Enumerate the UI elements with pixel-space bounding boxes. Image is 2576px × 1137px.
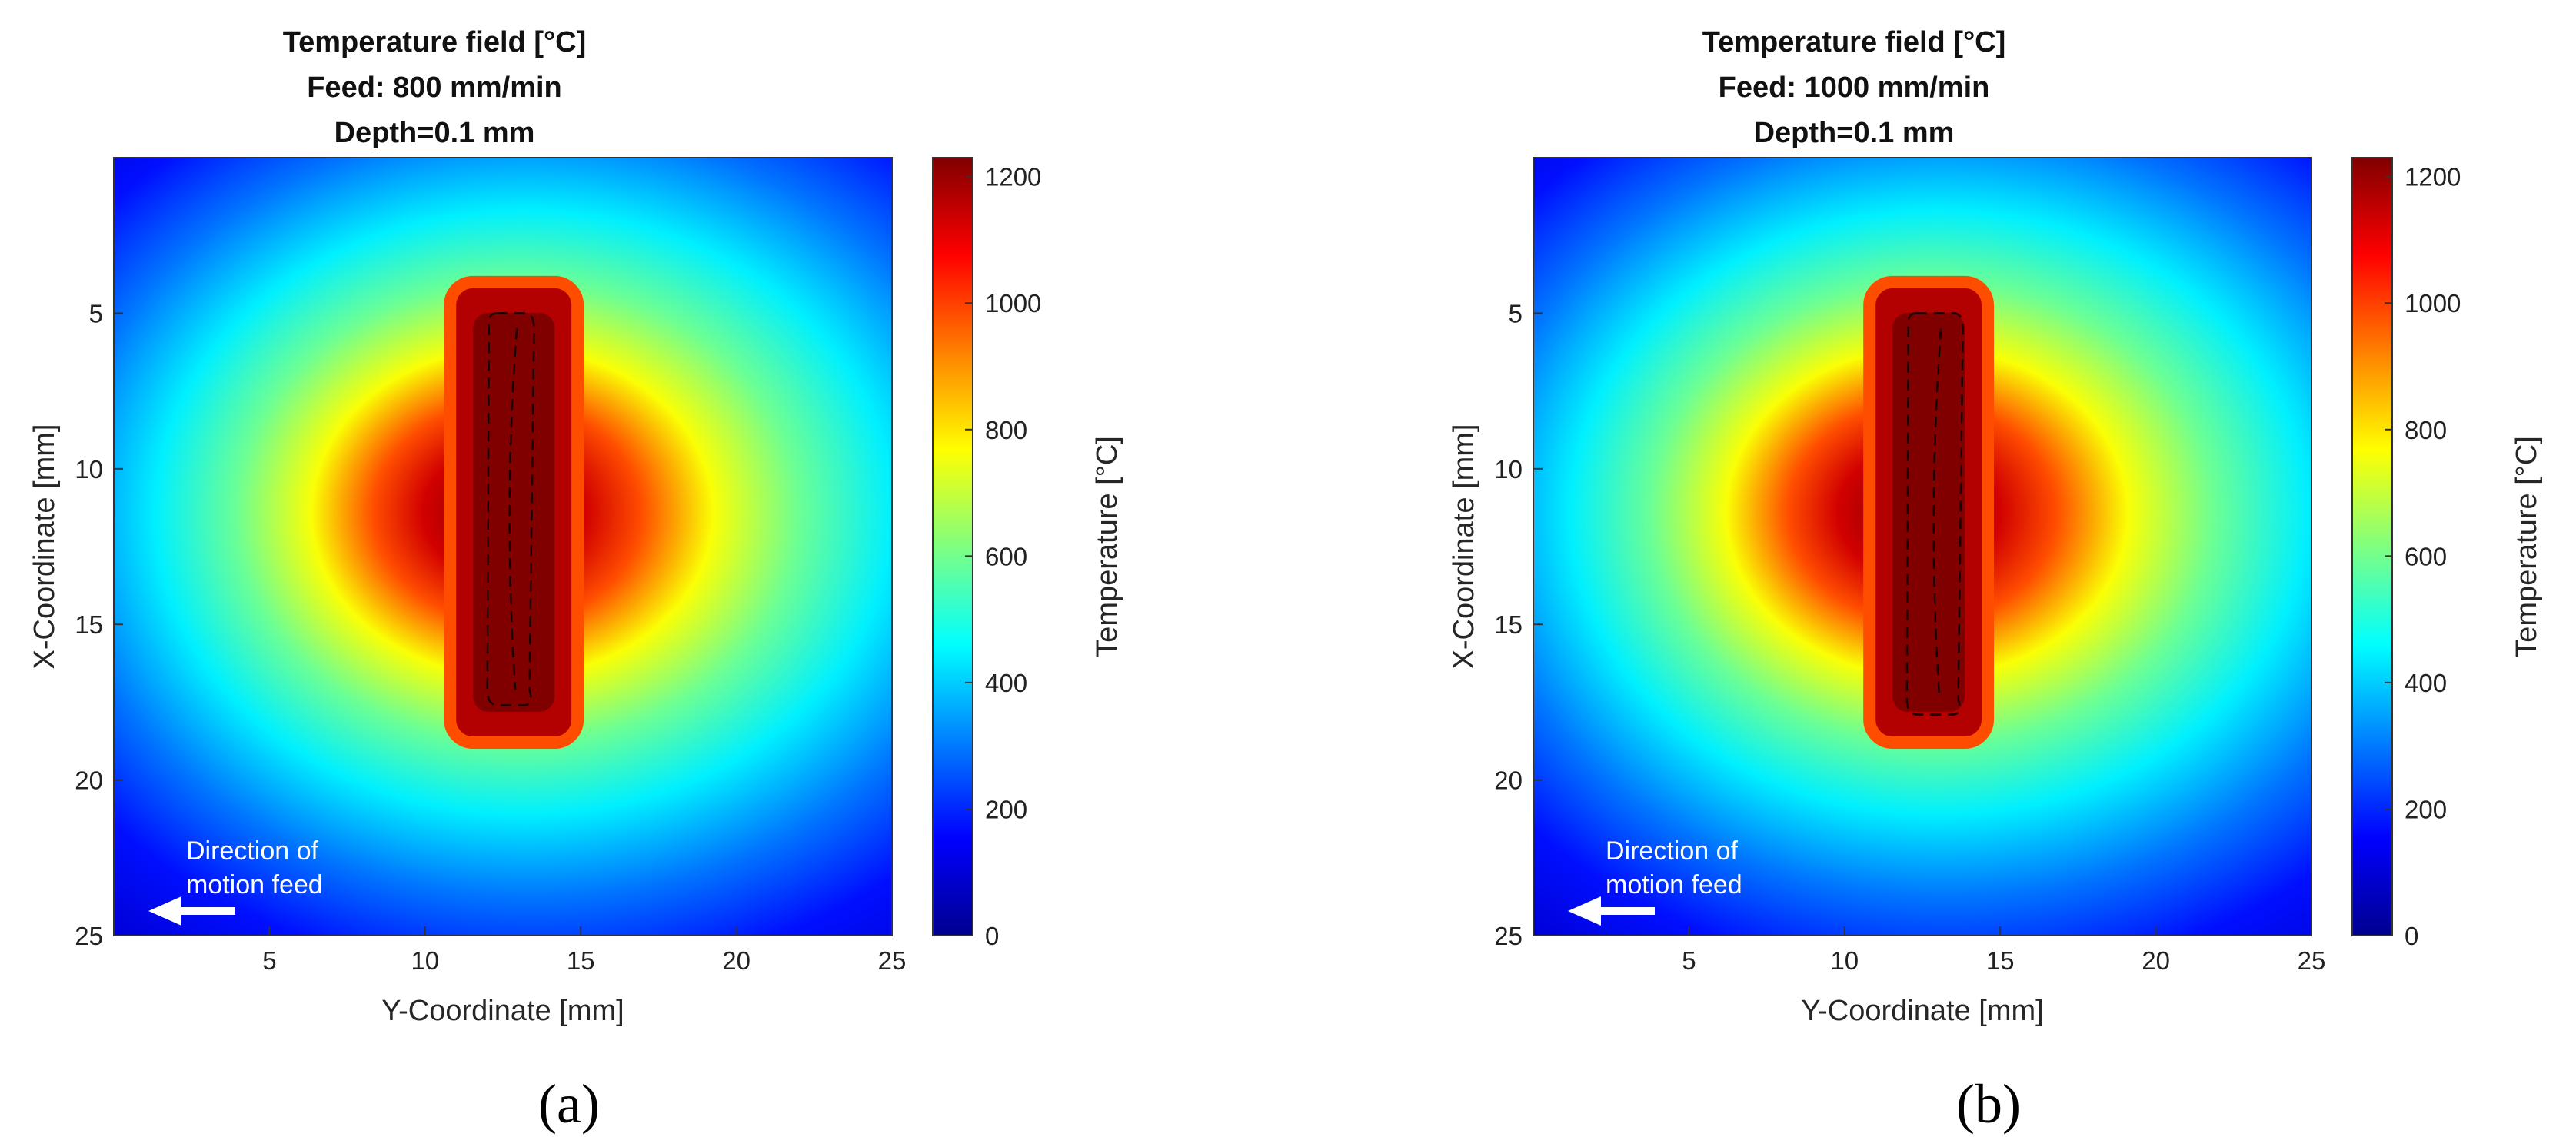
y-axis-ticks: 5 10 15 20 25 xyxy=(75,299,123,950)
colorbar-ticks: 0 200 400 600 800 1000 1200 xyxy=(2385,163,2461,950)
x-tick-label: 15 xyxy=(567,946,595,975)
x-tick-label: 5 xyxy=(1682,946,1696,975)
y-tick-label: 15 xyxy=(75,610,103,639)
annotation-line-2: motion feed xyxy=(1606,870,1742,899)
melt-pool-outline xyxy=(486,312,535,706)
y-tick-label: 5 xyxy=(1509,299,1523,327)
melt-pool-centerline xyxy=(508,328,518,690)
colorbar-tick-label: 400 xyxy=(2405,669,2447,697)
x-tick-label: 15 xyxy=(1986,946,2015,975)
colorbar-ticks: 0 200 400 600 800 1000 1200 xyxy=(965,163,1041,950)
heatmap-panel-b: Temperature field [°C] Feed: 1000 mm/min… xyxy=(1448,26,2543,1135)
y-axis-ticks: 5 10 15 20 25 xyxy=(1494,299,1543,950)
y-axis-label: X-Coordinate [mm] xyxy=(28,424,61,670)
chart-title-line-1: Temperature field [°C] xyxy=(283,26,587,58)
melt-pool-contour xyxy=(1905,312,1964,716)
x-axis-label: Y-Coordinate [mm] xyxy=(381,995,624,1027)
colorbar xyxy=(2351,157,2393,936)
colorbar-tick-label: 800 xyxy=(985,416,1027,444)
melt-pool-centerline xyxy=(1932,328,1942,700)
x-tick-label: 25 xyxy=(2298,946,2326,975)
colorbar-tick-label: 200 xyxy=(985,795,1027,823)
feed-direction-annotation: Direction of motion feed xyxy=(1568,836,1742,926)
colorbar xyxy=(932,157,973,936)
annotation-line-1: Direction of xyxy=(1606,836,1739,866)
arrow-left-icon xyxy=(1568,896,1655,926)
panel-label: (a) xyxy=(538,1073,600,1135)
chart-title-line-3: Depth=0.1 mm xyxy=(334,117,535,149)
y-tick-label: 25 xyxy=(1494,922,1523,950)
annotation-line-1: Direction of xyxy=(186,836,319,866)
colorbar-tick-label: 1000 xyxy=(2405,289,2461,317)
x-tick-label: 10 xyxy=(411,946,439,975)
x-axis-ticks: 5 10 15 20 25 xyxy=(262,926,906,975)
feed-direction-annotation: Direction of motion feed xyxy=(148,836,323,926)
x-tick-label: 20 xyxy=(722,946,751,975)
colorbar-tick-label: 600 xyxy=(2405,542,2447,570)
colorbar-tick-label: 1200 xyxy=(985,163,1041,191)
colorbar-tick-label: 200 xyxy=(2405,795,2447,823)
x-axis-label: Y-Coordinate [mm] xyxy=(1801,995,2043,1027)
colorbar-label: Temperature [°C] xyxy=(2511,436,2543,657)
melt-pool-outline xyxy=(1905,312,1964,716)
panel-label: (b) xyxy=(1956,1073,2021,1135)
hot-zone-core xyxy=(473,312,555,713)
axes-frame xyxy=(113,157,893,936)
y-tick-label: 20 xyxy=(1494,766,1523,795)
chart-title-line-2: Feed: 800 mm/min xyxy=(307,71,562,104)
y-axis-label: X-Coordinate [mm] xyxy=(1448,424,1480,670)
x-tick-label: 20 xyxy=(2142,946,2170,975)
colorbar-tick-label: 0 xyxy=(2405,922,2418,950)
arrow-left-icon xyxy=(148,896,235,926)
x-tick-label: 25 xyxy=(878,946,907,975)
colorbar-tick-label: 800 xyxy=(2405,416,2447,444)
colorbar-tick-label: 1000 xyxy=(985,289,1041,317)
x-tick-label: 10 xyxy=(1830,946,1859,975)
colorbar-tick-label: 1200 xyxy=(2405,163,2461,191)
chart-title-line-2: Feed: 1000 mm/min xyxy=(1719,71,1990,104)
y-tick-label: 15 xyxy=(1494,610,1523,639)
y-tick-label: 10 xyxy=(1494,455,1523,484)
x-tick-label: 5 xyxy=(262,946,276,975)
heatmap-panel-a: Temperature field [°C] Feed: 800 mm/min … xyxy=(28,26,1123,1135)
y-tick-label: 25 xyxy=(75,922,103,950)
y-tick-label: 20 xyxy=(75,766,103,795)
y-tick-label: 10 xyxy=(75,455,103,484)
axes-frame xyxy=(1533,157,2312,936)
colorbar-tick-label: 600 xyxy=(985,542,1027,570)
chart-title-line-3: Depth=0.1 mm xyxy=(1754,117,1955,149)
melt-pool-contour xyxy=(486,312,535,706)
colorbar-label: Temperature [°C] xyxy=(1091,436,1123,657)
x-axis-ticks: 5 10 15 20 25 xyxy=(1682,926,2325,975)
annotation-line-2: motion feed xyxy=(186,870,323,899)
colorbar-tick-label: 400 xyxy=(985,669,1027,697)
chart-title-line-1: Temperature field [°C] xyxy=(1702,26,2006,58)
hot-zone-core xyxy=(1892,312,1965,713)
y-tick-label: 5 xyxy=(89,299,103,327)
colorbar-tick-label: 0 xyxy=(985,922,999,950)
